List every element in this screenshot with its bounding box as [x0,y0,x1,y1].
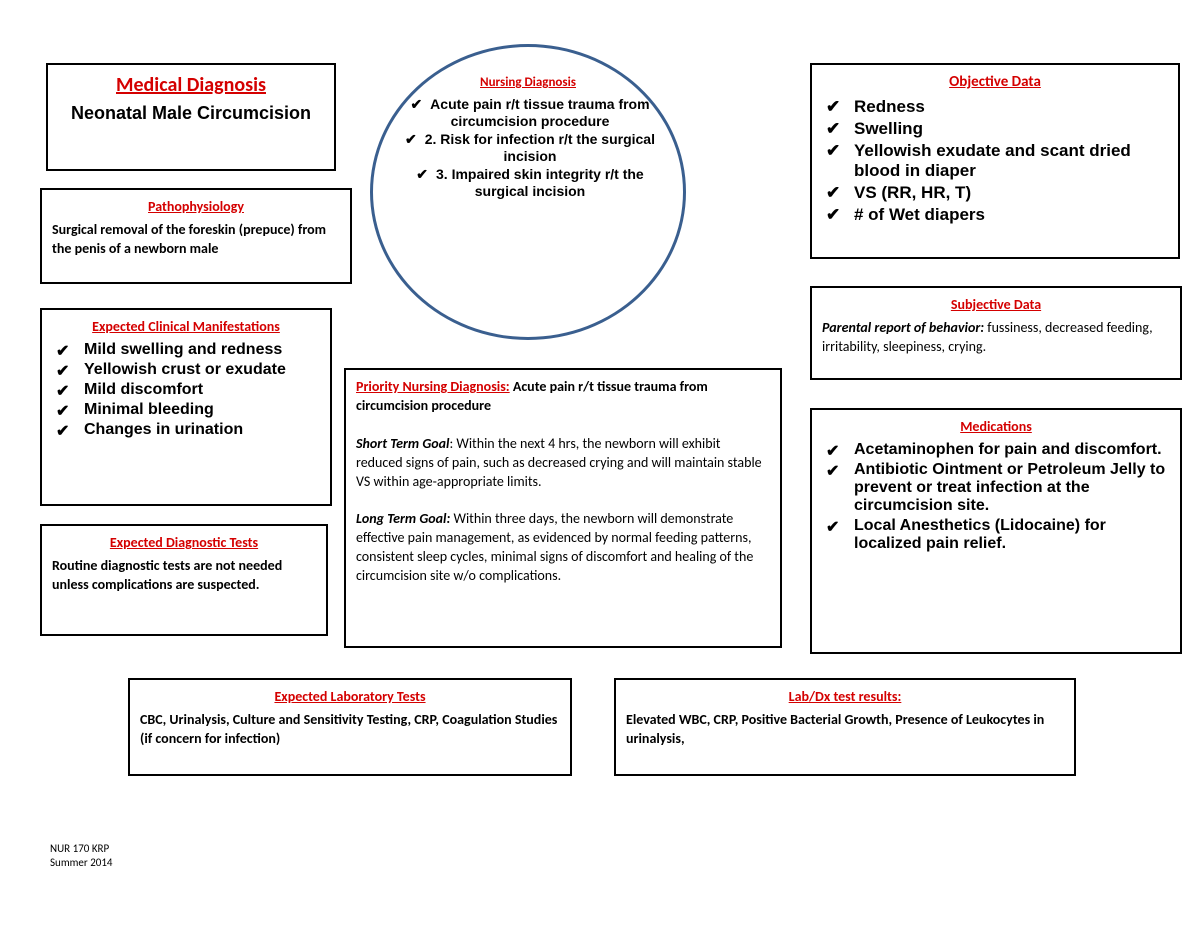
medical-diagnosis-box: Medical Diagnosis Neonatal Male Circumci… [46,63,336,171]
diagnostic-tests-title: Expected Diagnostic Tests [52,534,316,551]
priority-box: Priority Nursing Diagnosis: Acute pain r… [344,368,782,648]
manifestations-list: Mild swelling and redness Yellowish crus… [52,341,320,439]
manifestations-box: Expected Clinical Manifestations Mild sw… [40,308,332,506]
priority-label: Priority Nursing Diagnosis: [356,378,510,395]
list-item: Mild swelling and redness [56,341,320,359]
st-label: Short Term Goal [356,435,449,452]
list-item: Redness [826,97,1168,117]
list-item: 2. Risk for infection r/t the surgical i… [395,131,665,164]
medical-diagnosis-title: Medical Diagnosis [58,73,324,97]
priority-dx-line: Priority Nursing Diagnosis: Acute pain r… [356,378,770,416]
list-item: Antibiotic Ointment or Petroleum Jelly t… [826,461,1170,515]
list-item: Changes in urination [56,421,320,439]
subjective-body: Parental report of behavior: fussiness, … [822,319,1170,357]
lab-tests-box: Expected Laboratory Tests CBC, Urinalysi… [128,678,572,776]
list-item: Minimal bleeding [56,401,320,419]
long-term-goal: Long Term Goal: Within three days, the n… [356,510,770,586]
objective-list: Redness Swelling Yellowish exudate and s… [822,97,1168,225]
medications-list: Acetaminophen for pain and discomfort. A… [822,441,1170,553]
medications-title: Medications [822,418,1170,435]
short-term-goal: Short Term Goal: Within the next 4 hrs, … [356,435,770,492]
lab-tests-title: Expected Laboratory Tests [140,688,560,705]
list-item: 3. Impaired skin integrity r/t the surgi… [395,166,665,199]
diagnostic-tests-box: Expected Diagnostic Tests Routine diagno… [40,524,328,636]
lt-label: Long Term Goal: [356,510,450,527]
subjective-lead: Parental report of behavior: [822,319,984,336]
footer-line1: NUR 170 KRP [50,842,113,856]
lab-results-title: Lab/Dx test results: [626,688,1064,705]
medications-box: Medications Acetaminophen for pain and d… [810,408,1182,654]
medical-diagnosis-body: Neonatal Male Circumcision [58,103,324,124]
diagnostic-tests-body: Routine diagnostic tests are not needed … [52,557,316,595]
subjective-data-box: Subjective Data Parental report of behav… [810,286,1182,380]
nursing-diagnosis-circle: Nursing Diagnosis Acute pain r/t tissue … [370,44,686,340]
pathophysiology-box: Pathophysiology Surgical removal of the … [40,188,352,284]
list-item: VS (RR, HR, T) [826,183,1168,203]
pathophysiology-title: Pathophysiology [52,198,340,215]
list-item: Acute pain r/t tissue trauma from circum… [395,96,665,129]
lab-results-box: Lab/Dx test results: Elevated WBC, CRP, … [614,678,1076,776]
footer-note: NUR 170 KRP Summer 2014 [50,842,113,871]
list-item: Yellowish exudate and scant dried blood … [826,141,1168,181]
nursing-diagnosis-list: Acute pain r/t tissue trauma from circum… [391,96,665,199]
list-item: Acetaminophen for pain and discomfort. [826,441,1170,459]
list-item: Swelling [826,119,1168,139]
subjective-data-title: Subjective Data [822,296,1170,313]
list-item: # of Wet diapers [826,205,1168,225]
objective-data-title: Objective Data [822,73,1168,91]
manifestations-title: Expected Clinical Manifestations [52,318,320,335]
lab-results-body: Elevated WBC, CRP, Positive Bacterial Gr… [626,711,1064,749]
list-item: Local Anesthetics (Lidocaine) for locali… [826,517,1170,553]
footer-line2: Summer 2014 [50,856,113,870]
lab-tests-body: CBC, Urinalysis, Culture and Sensitivity… [140,711,560,749]
list-item: Mild discomfort [56,381,320,399]
objective-data-box: Objective Data Redness Swelling Yellowis… [810,63,1180,259]
nursing-diagnosis-title: Nursing Diagnosis [391,75,665,90]
list-item: Yellowish crust or exudate [56,361,320,379]
pathophysiology-body: Surgical removal of the foreskin (prepuc… [52,221,340,259]
